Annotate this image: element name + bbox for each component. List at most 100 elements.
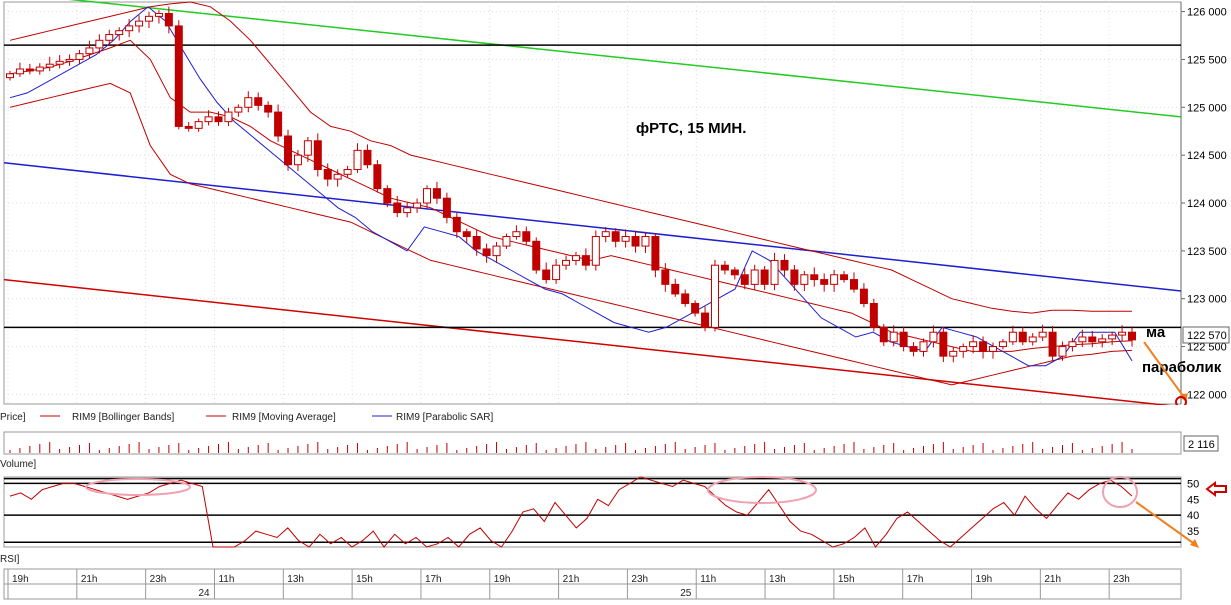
price-tick-label: 124 500 <box>1187 150 1227 162</box>
candle-body <box>353 149 362 171</box>
candle-body <box>244 97 253 108</box>
candle-body <box>830 274 839 285</box>
volume-last-label: 2 116 <box>1188 439 1215 451</box>
candle-body <box>204 116 213 123</box>
candle-body <box>15 68 24 75</box>
candle-body <box>45 63 54 68</box>
parabolic-sar <box>9 6 1133 367</box>
trendlines <box>3 0 1182 408</box>
price-grid <box>7 2 1181 404</box>
rsi-arrow-icon <box>1205 481 1227 497</box>
trendline <box>3 278 1182 408</box>
price-tick-label: 123 500 <box>1187 246 1227 258</box>
candle-body <box>145 15 154 22</box>
candle-body <box>879 326 888 343</box>
candle-body <box>1128 331 1136 341</box>
last-price-tag <box>1182 326 1230 344</box>
candle-body <box>641 236 650 247</box>
legend-bb-label: RIM9 [Bollinger Bands] <box>72 412 174 423</box>
candle-body <box>432 188 441 199</box>
candle-body <box>25 68 34 72</box>
legend-sar-label: RIM9 [Parabolic SAR] <box>396 412 493 423</box>
time-date-label: 25 <box>680 588 692 599</box>
legend-ma-label: RIM9 [Moving Average] <box>232 412 336 423</box>
candle-body <box>661 269 670 285</box>
time-tick-label: 23h <box>1113 574 1130 585</box>
candle-body <box>115 30 124 36</box>
horizontal-levels <box>4 44 1181 329</box>
volume-panel <box>3 431 1182 455</box>
time-axis-ticks: 19h 21h 23h 11h 13h 15h 17h 19h 21h 23h 11h 13h 15h 1… <box>7 569 1130 599</box>
candle-body <box>1098 338 1107 343</box>
candle-body <box>293 154 302 166</box>
time-date-label: 24 <box>198 588 210 599</box>
candle-body <box>909 346 918 352</box>
candle-body <box>611 231 620 242</box>
candle-body <box>184 125 193 129</box>
candle-body <box>313 140 322 171</box>
candle-body <box>720 264 729 271</box>
candle-body <box>1078 336 1087 343</box>
candle-body <box>343 169 352 175</box>
candle-body <box>274 111 283 137</box>
rsi-tick-label: 45 <box>1187 494 1199 506</box>
candle-body <box>105 34 114 41</box>
candle-body <box>691 303 700 314</box>
candle-body <box>790 269 799 285</box>
last-price-label: 122 570 <box>1187 330 1227 342</box>
candle-body <box>988 346 997 352</box>
candle-body <box>840 274 849 281</box>
candle-body <box>224 111 233 123</box>
candle-body <box>164 12 173 27</box>
price-tick-label: 125 000 <box>1187 102 1227 114</box>
rsi-forecast-head <box>1190 539 1199 548</box>
candle-body <box>1028 336 1037 343</box>
candle-body <box>571 255 580 261</box>
candle-body <box>95 39 104 49</box>
candle-body <box>442 197 451 218</box>
candle-body <box>760 269 769 285</box>
forecast-arrow-line <box>1143 341 1187 401</box>
candle-body <box>601 231 610 237</box>
candle-body <box>452 216 461 233</box>
candle-body <box>621 236 630 242</box>
rsi-tick-label: 40 <box>1187 510 1199 522</box>
price-tick-label: 124 000 <box>1187 198 1227 210</box>
time-tick-label: 11h <box>700 574 716 585</box>
candle-body <box>770 259 779 285</box>
rsi-highlight-3 <box>1102 476 1138 508</box>
price-tick-label: 123 000 <box>1187 294 1227 306</box>
candle-body <box>423 188 432 204</box>
candle-body <box>1058 346 1067 357</box>
candle-body <box>1108 334 1117 340</box>
candle-body <box>1008 331 1017 343</box>
candle-body <box>254 97 263 106</box>
candle-body <box>899 331 908 348</box>
candle-body <box>710 264 719 328</box>
bollinger-lower-line <box>9 82 1133 386</box>
bollinger-upper-line <box>9 1 1132 314</box>
candle-body <box>919 341 928 352</box>
candle-body <box>194 121 203 129</box>
time-tick-label: 17h <box>907 574 924 585</box>
candle-body <box>1118 331 1127 336</box>
candle-body <box>264 104 273 113</box>
candle-body <box>929 331 938 343</box>
rsi-panel <box>3 476 1182 548</box>
price-tick-label: 122 000 <box>1187 389 1227 401</box>
candle-body <box>333 173 342 180</box>
time-tick-label: 19h <box>976 574 993 585</box>
candle-body <box>681 293 690 304</box>
parabolic-sar-line <box>9 6 1133 367</box>
candle-body <box>959 346 968 352</box>
time-tick-label: 11h <box>218 574 234 585</box>
price-tick-label: 126 000 <box>1187 7 1227 19</box>
time-tick-label: 23h <box>150 574 167 585</box>
candle-body <box>363 149 372 166</box>
candle-body <box>373 164 382 190</box>
rsi-axis: 35 40 45 50 <box>1187 478 1199 538</box>
candle-body <box>820 279 829 285</box>
price-tick-label: 125 500 <box>1187 54 1227 66</box>
candle-body <box>939 331 948 357</box>
volume-bars <box>9 442 1133 453</box>
